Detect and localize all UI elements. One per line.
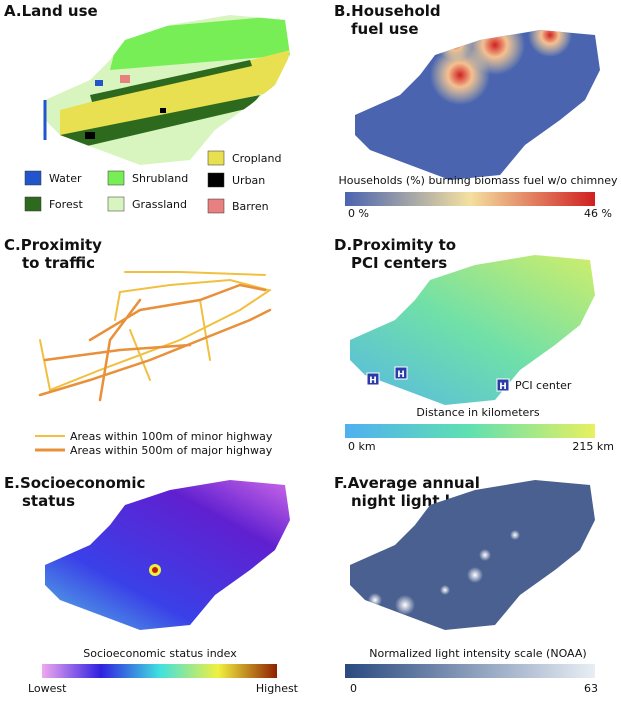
panel-a: A.Land use Water Shrubland Cropland Forest G… [4, 2, 290, 214]
scale-min: Lowest [28, 682, 67, 695]
scale-min: 0 [350, 682, 357, 695]
legend-label: Barren [232, 200, 269, 213]
legend-label: Urban [232, 174, 265, 187]
panel-title: status [22, 492, 75, 510]
scale-title: Households (%) burning biomass fuel w/o … [338, 174, 618, 187]
legend-label: PCI center [515, 379, 572, 392]
panel-label: A. [4, 2, 22, 20]
legend-swatch [24, 170, 42, 186]
pci-icon [394, 366, 408, 380]
scale-max: 215 km [572, 440, 614, 453]
svg-text:B.Household: B.Household [334, 2, 441, 20]
panel-title: Land use [22, 2, 98, 20]
panel-title: to traffic [22, 254, 95, 272]
color-scale [42, 664, 277, 678]
pci-icon [496, 378, 510, 392]
panel-c: C.Proximity to traffic Areas within 100m… [4, 236, 273, 457]
panel-label: D. [334, 236, 352, 254]
legend-label: Water [49, 172, 82, 185]
panel-f: F.Average annual night light level Norma… [334, 474, 598, 695]
legend-swatch [107, 196, 125, 212]
panel-e: E.Socioeconomic status Socioeconomic sta… [4, 474, 299, 695]
panel-d: D.Proximity to PCI centers H H H PCI center… [334, 236, 614, 453]
color-scale [345, 192, 595, 206]
svg-text:E.Socioeconomic: E.Socioeconomic [4, 474, 145, 492]
panel-title: fuel use [351, 20, 419, 38]
legend-label: Forest [49, 198, 83, 211]
panel-title: Socioeconomic [20, 474, 145, 492]
panel-title: Proximity to [352, 236, 456, 254]
panel-label: E. [4, 474, 20, 492]
panel-b: B.Household fuel use Households (%) burn… [334, 2, 618, 220]
panel-title: Average annual [348, 474, 480, 492]
panel-title: Proximity [21, 236, 102, 254]
scale-title: Socioeconomic status index [83, 647, 237, 660]
pci-icon-label: H [369, 376, 377, 386]
legend-label: Areas within 100m of minor highway [70, 430, 273, 443]
legend-swatch [207, 172, 225, 188]
legend-swatch [207, 198, 225, 214]
legend-swatch [207, 150, 225, 166]
legend-label: Cropland [232, 152, 281, 165]
scale-title: Normalized light intensity scale (NOAA) [369, 647, 586, 660]
panel-title: Household [351, 2, 441, 20]
legend-swatch [24, 196, 42, 212]
scale-title: Distance in kilometers [416, 406, 539, 419]
svg-text:A.Land use: A.Land use [4, 2, 98, 20]
svg-text:D.Proximity to: D.Proximity to [334, 236, 456, 254]
legend-label: Shrubland [132, 172, 188, 185]
color-scale [345, 664, 595, 678]
panel-label: C. [4, 236, 21, 254]
scale-max: 63 [584, 682, 598, 695]
land-use-map [45, 15, 290, 165]
panel-label: F. [334, 474, 348, 492]
scale-max: 46 % [584, 207, 612, 220]
legend-label: Grassland [132, 198, 187, 211]
pci-icon [366, 372, 380, 386]
color-scale [345, 424, 595, 438]
svg-text:C.Proximity: C.Proximity [4, 236, 102, 254]
scale-max: Highest [256, 682, 299, 695]
road-network [38, 271, 272, 402]
scale-min: 0 km [348, 440, 376, 453]
pci-icon-label: H [397, 370, 405, 380]
pci-icon-label: H [499, 382, 507, 392]
legend-label: Areas within 500m of major highway [70, 444, 273, 457]
svg-text:F.Average annual: F.Average annual [334, 474, 480, 492]
fuel-map [355, 30, 600, 180]
legend-swatch [107, 170, 125, 186]
panel-label: B. [334, 2, 351, 20]
panel-title: PCI centers [351, 254, 447, 272]
scale-min: 0 % [348, 207, 369, 220]
